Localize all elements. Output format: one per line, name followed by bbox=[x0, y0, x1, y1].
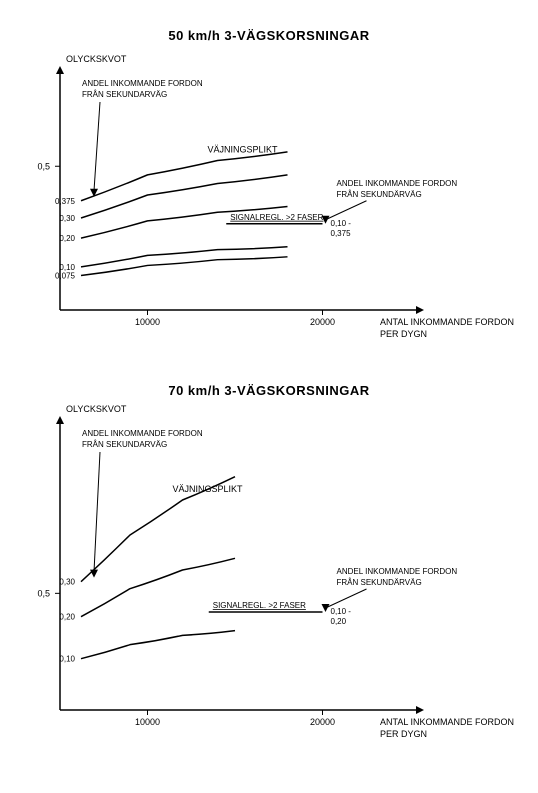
signal-range-label: 0,375 bbox=[331, 229, 352, 238]
series-line bbox=[81, 152, 288, 201]
x-tick-label: 20000 bbox=[310, 717, 335, 727]
signal-range-label: 0,20 bbox=[331, 617, 347, 626]
x-tick-label: 20000 bbox=[310, 317, 335, 327]
series-label: 0,20 bbox=[59, 234, 75, 243]
series-label: 0,20 bbox=[59, 613, 75, 622]
annotation-left: FRÅN SEKUNDARVÄG bbox=[82, 90, 167, 99]
signal-range-label: 0,10 - bbox=[331, 607, 352, 616]
x-axis-label: ANTAL INKOMMANDE FORDON bbox=[380, 717, 514, 727]
arrow-down-icon bbox=[90, 570, 98, 578]
arrow-up-icon bbox=[56, 416, 64, 424]
arrow-right-icon bbox=[416, 706, 424, 714]
annotation-right: ANDEL INKOMMANDE FORDON bbox=[337, 567, 458, 576]
y-tick-label: 0,5 bbox=[37, 161, 50, 171]
series-line bbox=[81, 207, 288, 239]
arrow-right-icon bbox=[416, 306, 424, 314]
group-label-right: SIGNALREGL. >2 FASER bbox=[213, 601, 306, 610]
series-line bbox=[81, 631, 235, 659]
series-line bbox=[81, 257, 288, 276]
arrow-up-icon bbox=[56, 66, 64, 74]
x-axis-label: ANTAL INKOMMANDE FORDON bbox=[380, 317, 514, 327]
annotation-right: FRÅN SEKUNDÄRVÄG bbox=[337, 190, 422, 199]
series-label: 0,10 bbox=[59, 655, 75, 664]
annotation-left: ANDEL INKOMMANDE FORDON bbox=[82, 79, 203, 88]
chart-title-bottom: 70 km/h 3-VÄGSKORSNINGAR bbox=[168, 383, 369, 398]
x-tick-label: 10000 bbox=[135, 317, 160, 327]
annotation-left: FRÅN SEKUNDARVÄG bbox=[82, 440, 167, 449]
x-axis-label: PER DYGN bbox=[380, 729, 427, 739]
series-line bbox=[81, 175, 288, 218]
arrow-down-icon bbox=[322, 604, 330, 612]
annotation-right: ANDEL INKOMMANDE FORDON bbox=[337, 179, 458, 188]
annotation-left: ANDEL INKOMMANDE FORDON bbox=[82, 429, 203, 438]
series-label: 0,075 bbox=[55, 272, 76, 281]
series-label: 0,30 bbox=[59, 578, 75, 587]
group-label-right: SIGNALREGL. >2 FASER bbox=[230, 213, 323, 222]
annotation-right: FRÅN SEKUNDÄRVÄG bbox=[337, 578, 422, 587]
chart-top: 10000 20000 ANTAL INKOMMANDE FORDON PER DYG… bbox=[37, 54, 514, 339]
group-label-left: VÄJNINGSPLIKT bbox=[208, 145, 279, 155]
series-label: 0,375 bbox=[55, 197, 76, 206]
y-axis-label: OLYCKSKVOT bbox=[66, 54, 127, 64]
y-axis-label: OLYCKSKVOT bbox=[66, 404, 127, 414]
x-axis-label: PER DYGN bbox=[380, 329, 427, 339]
signal-range-label: 0,10 - bbox=[331, 219, 352, 228]
y-tick-label: 0,5 bbox=[37, 588, 50, 598]
series-line bbox=[81, 247, 288, 267]
chart-title-top: 50 km/h 3-VÄGSKORSNINGAR bbox=[168, 28, 369, 43]
x-tick-label: 10000 bbox=[135, 717, 160, 727]
chart-bottom: 10000 20000 ANTAL INKOMMANDE FORDON PER DYG… bbox=[37, 404, 514, 739]
series-label: 0,30 bbox=[59, 214, 75, 223]
